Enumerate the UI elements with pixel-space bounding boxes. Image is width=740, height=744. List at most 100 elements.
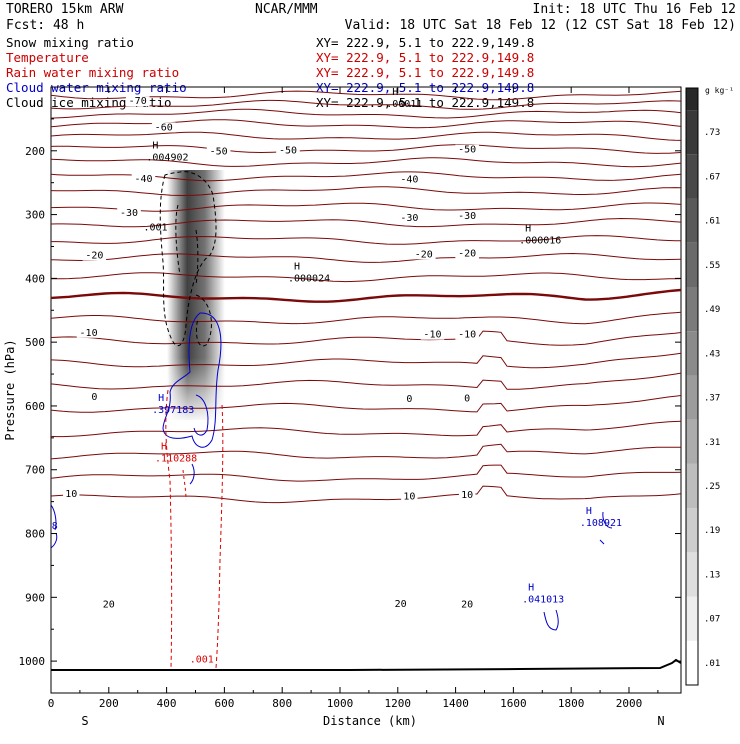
isotherm-line (51, 131, 681, 141)
isotherm-line (51, 202, 681, 212)
contour-label-bg (411, 249, 436, 260)
colorbar-label: .49 (704, 305, 720, 315)
x-tick-label: 1000 (327, 697, 354, 710)
isotherm-layer: -70 -60 -50 -50 -50 -40 -40 -30 -30 -30 -20 -20 -20 -… (51, 90, 681, 611)
maximum-value: .108921 (580, 518, 622, 529)
colorbar-label: .61 (704, 217, 720, 227)
maximum-marker: H (152, 140, 158, 151)
x-tick-label: 2000 (616, 697, 643, 710)
colorbar-segment (686, 331, 698, 376)
maximum-value: .110288 (155, 453, 197, 464)
y-tick-label: 300 (25, 209, 45, 222)
x-tick-label: 1400 (442, 697, 469, 710)
colorbar-segment (686, 596, 698, 641)
contour-label-bg (100, 599, 117, 610)
isotherm-line (51, 395, 681, 413)
cloud-water-contour-east (599, 511, 613, 545)
isotherm-line (51, 485, 681, 504)
x-tick-label: 800 (272, 697, 292, 710)
contour-label-bg (89, 392, 99, 403)
contour-label-bg (397, 212, 422, 223)
endpoint-north: N (657, 714, 664, 728)
contour-label: -30 (400, 213, 418, 224)
contour-label-bg (131, 174, 156, 185)
forecast-hour: Fcst: 48 h (6, 18, 84, 33)
maximum-value: .001 (143, 223, 167, 234)
x-tick-label: 1200 (385, 697, 412, 710)
contour-label-bg (206, 146, 231, 157)
colorbar-unit: g kg⁻¹ (705, 86, 734, 95)
contour-label: -10 (80, 328, 98, 339)
contour-label: 20 (103, 600, 115, 611)
maxima-layer: H.004902H.000016H.000024H.00011.001H.397… (51, 87, 622, 665)
legend-xy-temperature: XY= 222.9, 5.1 to 222.9,149.8 (316, 50, 534, 65)
isotherm-line (51, 119, 681, 129)
colorbar-segment (686, 198, 698, 243)
maximum-value: .001 (190, 654, 214, 665)
contour-label: -20 (415, 249, 433, 260)
colorbar-label: .67 (704, 172, 720, 182)
isotherm-line (51, 311, 681, 325)
contour-label-bg (455, 211, 479, 222)
cloud-water-contour-east2 (543, 609, 559, 631)
maximum-value: .000024 (288, 274, 330, 285)
snow-contour-outer (159, 171, 217, 347)
y-axis-title: Pressure (hPa) (3, 339, 17, 440)
maximum-marker: H (528, 582, 534, 593)
contour-label: -50 (210, 147, 228, 158)
y-tick-label: 900 (25, 591, 45, 604)
colorbar-label: .55 (704, 261, 720, 271)
contour-label-bg (458, 489, 476, 500)
rain-contour (165, 389, 173, 669)
colorbar-segment (686, 88, 698, 111)
y-tick-label: 600 (25, 400, 45, 413)
contour-label: 10 (461, 490, 473, 501)
isotherm-line (51, 90, 681, 101)
contour-label-bg (117, 207, 141, 218)
isotherm-line (51, 464, 681, 482)
colorbar-label: .07 (704, 615, 720, 625)
isotherm-line (51, 420, 681, 438)
isotherm-line (51, 108, 681, 119)
colorbar-label: .25 (704, 482, 720, 492)
y-tick-label: 400 (25, 272, 45, 285)
cloud-water-contour-west (51, 504, 58, 549)
contour-label-bg (397, 174, 422, 185)
isotherm-line (51, 352, 681, 369)
colorbar-segment (686, 552, 698, 597)
model-title: TORERO 15km ARW (6, 2, 124, 17)
isotherm-line (51, 252, 681, 263)
contour-label: 10 (65, 489, 77, 500)
contour-label-bg (455, 248, 479, 259)
contour-label: 0 (406, 394, 412, 405)
isotherm-line (51, 186, 681, 197)
x-tick-label: 200 (99, 697, 119, 710)
maximum-marker: H (294, 262, 300, 273)
colorbar-segment (686, 287, 698, 332)
maximum-marker: H (525, 223, 531, 234)
contour-label: 10 (403, 492, 415, 503)
isotherm-line (51, 217, 681, 228)
colorbar-frame (685, 87, 699, 686)
legend-label-temperature: Temperature (6, 50, 89, 65)
contour-label-bg (455, 144, 479, 155)
contour-label: 20 (395, 599, 407, 610)
contour-label-bg (455, 329, 479, 340)
y-tick-label: 800 (25, 528, 45, 541)
isotherm-line (51, 288, 681, 303)
contour-label-bg (401, 491, 418, 502)
colorbar-label: .13 (704, 570, 720, 580)
maximum-value: .041013 (522, 594, 564, 605)
snow-contour-lower (195, 294, 212, 347)
contour-label-bg (76, 327, 101, 338)
isotherm-line (51, 99, 681, 110)
cloud-water-contour-inner (193, 394, 209, 436)
legend-label-snow: Snow mixing ratio (6, 35, 134, 50)
contour-label: 20 (461, 600, 473, 611)
colorbar: g kg⁻¹ .01 .07 .13 .19 .25 .31 .37 .43 .49 .55 .61… (685, 86, 734, 686)
contour-label: -10 (458, 330, 476, 341)
contour-label: 0 (464, 393, 470, 404)
contour-label: -70 (129, 96, 147, 107)
maximum-marker: H (158, 393, 164, 404)
